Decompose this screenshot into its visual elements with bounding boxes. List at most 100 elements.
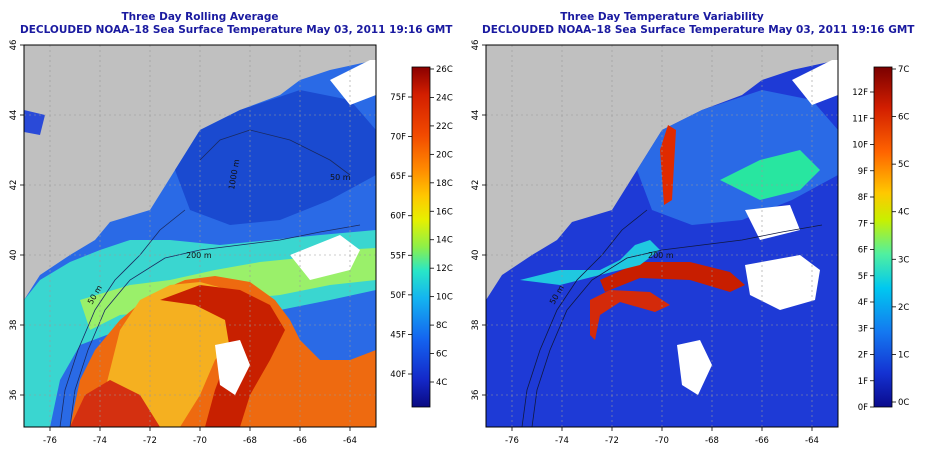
panel1-colorbar-c-label: 18C <box>436 179 453 189</box>
panel1-contour-200m <box>69 224 361 427</box>
panel1-gulf-of-maine <box>175 90 376 225</box>
panel2-cloud-patch <box>677 340 712 395</box>
panel1-colorbar-f-label: 45F <box>390 330 406 340</box>
panel2-colorbar-f-label: 11F <box>852 114 868 124</box>
panel2-lon-label: -70 <box>655 436 669 446</box>
panel2-lat-label: 38 <box>471 320 481 331</box>
panel2-cloud-patch <box>745 255 820 310</box>
panel2-title-block: Three Day Temperature Variability DECLOU… <box>482 11 915 37</box>
panel1-colorbar-f-label: 55F <box>390 251 406 261</box>
panel2-lon-label: -72 <box>605 436 619 446</box>
panel2-lon-label: -66 <box>755 436 769 446</box>
panel1-cloud-patch <box>215 340 250 395</box>
panel1-lon-label: -76 <box>43 436 57 446</box>
panel2-colorbar-f-label: 10F <box>852 141 868 151</box>
panel2-colorbar-f-label: 1F <box>858 377 868 387</box>
panel1-colorbar-c-label: 6C <box>436 350 447 360</box>
panel1-lat-label: 36 <box>9 390 19 401</box>
panel2-lon-label: -74 <box>555 436 569 446</box>
panel2-lat-label: 46 <box>471 40 481 51</box>
panel2-colorbar-c-label: 2C <box>898 303 909 313</box>
axis-labels: 46 44 42 40 38 36 -76 -74 -72 -70 -68 -66 -64 26C 24C 2… <box>9 40 909 446</box>
panel2-gulf-stream-edge <box>600 262 745 292</box>
panel2-colorbar-c-label: 7C <box>898 65 909 75</box>
panel2-variability-patch <box>720 150 820 200</box>
panel2-colorbar-f-label: 8F <box>858 193 868 203</box>
panel1-contour-50m <box>59 209 186 427</box>
panel2-colorbar-c-label: 3C <box>898 255 909 265</box>
panel2-map: 200 m 50 m <box>485 44 839 428</box>
panel1-lon-label: -66 <box>293 436 307 446</box>
panel1-colorbar-f-label: 60F <box>390 212 406 222</box>
panel2-colorbar-f-label: 0F <box>858 403 868 413</box>
panel2-lon-label: -76 <box>505 436 519 446</box>
panel1-colorbar-c-label: 10C <box>436 293 453 303</box>
panel2-colorbar-f-label: 2F <box>858 351 868 361</box>
panel1-colorbar-c-label: 20C <box>436 150 453 160</box>
panel2-contour-50m <box>521 209 648 427</box>
panel2-colorbar-c-label: 5C <box>898 160 909 170</box>
panel2-contour-label: 200 m <box>648 251 674 260</box>
panel1-colorbar <box>411 66 431 408</box>
panel1-lake-patch <box>24 110 45 135</box>
panel2-colorbar-c-label: 6C <box>898 113 909 123</box>
panel1-title-block: Three Day Rolling Average DECLOUDED NOAA… <box>20 11 453 37</box>
panel1-lat-label: 44 <box>9 110 19 121</box>
panel1-south-warm <box>70 380 160 427</box>
panel1-map: 200 m 50 m 1000 m 50 m <box>23 44 377 428</box>
panel2-colorbar-c-label: 1C <box>898 350 909 360</box>
panel2-lon-label: -68 <box>705 436 719 446</box>
panel2-lat-label: 44 <box>471 110 481 121</box>
panel1-lon-label: -72 <box>143 436 157 446</box>
panel1-title: Three Day Rolling Average <box>121 11 279 23</box>
panel2-title: Three Day Temperature Variability <box>560 11 764 23</box>
panel1-warm-eddy <box>105 282 250 427</box>
panel2-colorbar-f-label: 4F <box>858 298 868 308</box>
panel2-contour-200m <box>531 224 823 427</box>
panel1-colorbar-c-label: 14C <box>436 236 453 246</box>
panel1-colorbar-f-label: 50F <box>390 291 406 301</box>
panel2-shelf-front <box>520 240 660 285</box>
panel1-lat-label: 40 <box>9 250 19 261</box>
panel1-colorbar-c-label: 26C <box>436 65 453 75</box>
panel2-grid <box>486 45 838 427</box>
panel1-lon-label: -74 <box>93 436 107 446</box>
panel1-lon-label: -64 <box>343 436 357 446</box>
panel1-colorbar-c-label: 8C <box>436 321 447 331</box>
panel1-lon-label: -70 <box>193 436 207 446</box>
panel2-subtitle: DECLOUDED NOAA–18 Sea Surface Temperatur… <box>482 24 915 36</box>
panel2-lat-label: 40 <box>471 250 481 261</box>
panel1-colorbar-f-label: 65F <box>390 172 406 182</box>
panel2-lat-label: 36 <box>471 390 481 401</box>
panel2-colorbar-f-label: 6F <box>858 246 868 256</box>
panel1-colorbar-f-label: 70F <box>390 133 406 143</box>
panel2-colorbar-f-label: 3F <box>858 324 868 334</box>
panel2-colorbar <box>873 66 893 408</box>
panel2-lon-label: -64 <box>805 436 819 446</box>
panel1-colorbar-c-label: 24C <box>436 93 453 103</box>
panel2-colorbar-f-label: 5F <box>858 272 868 282</box>
panel2-cloud-patch <box>792 60 838 105</box>
panel1-colorbar-c-label: 16C <box>436 207 453 217</box>
panel1-contour-gulf <box>199 129 351 176</box>
panel2-eddy-edge <box>590 290 670 340</box>
panel1-gulf-stream-core <box>160 285 285 427</box>
panel2-colorbar-f-label: 12F <box>852 88 868 98</box>
panel1-lon-label: -68 <box>243 436 257 446</box>
panel2-colorbar-f-label: 9F <box>858 167 868 177</box>
panel1-colorbar-c-label: 22C <box>436 122 453 132</box>
panel1-lat-label: 46 <box>9 40 19 51</box>
panel1-lat-label: 42 <box>9 180 19 191</box>
panel1-lat-label: 38 <box>9 320 19 331</box>
panel1-grid <box>24 45 376 427</box>
panel2-colorbar-f-label: 7F <box>858 219 868 229</box>
panel1-contour-label: 200 m <box>186 251 212 260</box>
panel1-cloud-patch <box>330 60 376 105</box>
panel1-colorbar-f-label: 40F <box>390 370 406 380</box>
panel1-colorbar-c-label: 12C <box>436 264 453 274</box>
panel1-subtitle: DECLOUDED NOAA–18 Sea Surface Temperatur… <box>20 24 453 36</box>
panel1-colorbar-c-label: 4C <box>436 378 447 388</box>
panel1-colorbar-f-label: 75F <box>390 93 406 103</box>
panel1-cloud-patch <box>290 235 360 280</box>
